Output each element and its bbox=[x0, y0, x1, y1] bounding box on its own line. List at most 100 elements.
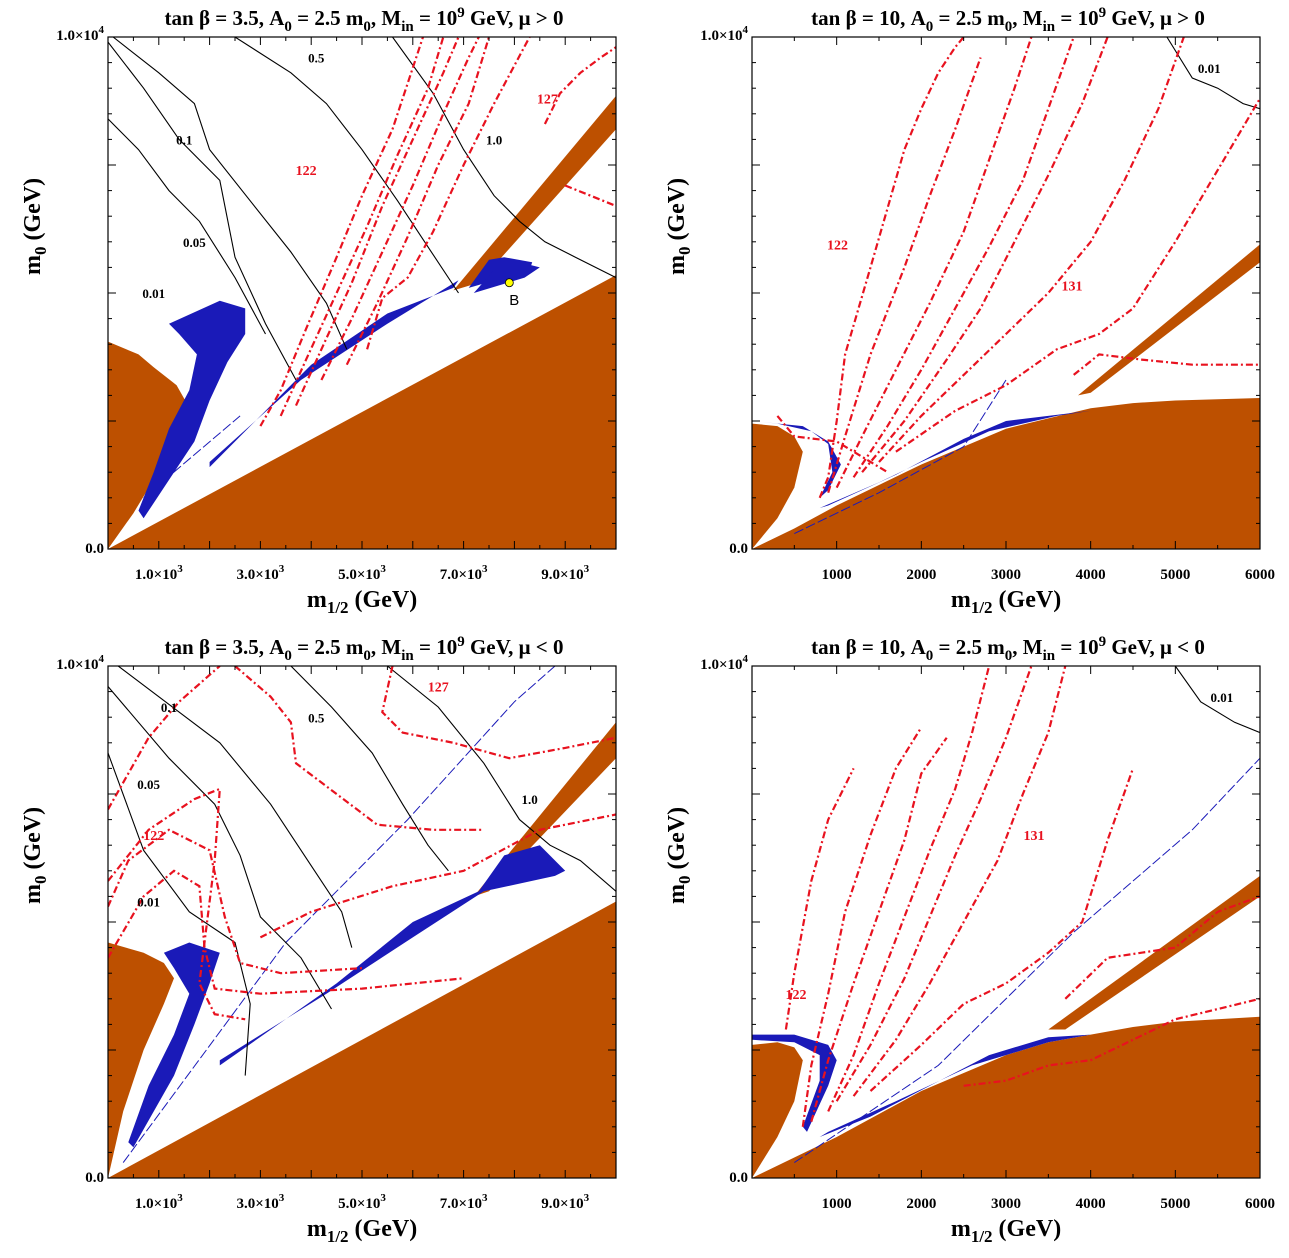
x-tick-mantissa: 3.0×10 bbox=[236, 567, 278, 583]
x-tick-exponent: 3 bbox=[279, 1192, 285, 1204]
tau-contour-5 bbox=[387, 666, 616, 892]
x-tick-mantissa: 5.0×10 bbox=[338, 1196, 380, 1212]
x-tick-label: 4000 bbox=[1076, 567, 1106, 583]
title-m0-text: = 2.5 m bbox=[292, 6, 364, 30]
title-min-value: = 10 bbox=[1055, 6, 1098, 30]
y-axis-label: m0 (GeV) bbox=[20, 178, 50, 275]
higgs-contour-label: 127 bbox=[428, 681, 449, 696]
excluded-region-2 bbox=[108, 942, 174, 1178]
higgs-mass-contour-3 bbox=[294, 37, 460, 407]
benchmark-point bbox=[504, 278, 514, 288]
x-tick-mantissa: 9.0×10 bbox=[541, 1196, 583, 1212]
higgs-mass-contour-4 bbox=[827, 666, 991, 1112]
higgs-mass-contour-1 bbox=[259, 37, 425, 427]
higgs-contour-label: 122 bbox=[786, 988, 807, 1003]
panel-top-left: 1.0×103 3.0×103 5.0×103 7.0×103 9.0×103 0.0 1.… bbox=[0, 0, 644, 629]
title-tanbeta: tan β = 3.5, A bbox=[165, 635, 286, 659]
tau-contour-1 bbox=[108, 752, 251, 1076]
x-tick-label: 1000 bbox=[822, 1196, 852, 1212]
title-min-text: , M bbox=[371, 6, 402, 30]
y-tick-label: 0.0 bbox=[85, 1170, 104, 1186]
y-tick-label: 0.0 bbox=[729, 1170, 748, 1186]
y-axis-base: m bbox=[20, 884, 46, 904]
plot-area bbox=[752, 666, 1260, 1178]
excluded-region-1 bbox=[752, 1016, 1260, 1178]
x-tick-exponent: 3 bbox=[380, 1192, 386, 1204]
y-axis-subscript: 0 bbox=[675, 247, 694, 256]
chart-title: tan β = 10, A0 = 2.5 m0, Min = 109 GeV, … bbox=[811, 5, 1205, 35]
tau-contour-3 bbox=[117, 666, 353, 948]
excluded-region-3 bbox=[1048, 875, 1260, 1030]
x-tick-label: 9.0×103 bbox=[541, 563, 589, 583]
title-a0-subscript: 0 bbox=[284, 648, 292, 664]
x-tick-mantissa: 5.0×10 bbox=[338, 567, 380, 583]
excluded-region-2 bbox=[752, 423, 803, 549]
higgs-mass-contour-5 bbox=[234, 666, 484, 831]
y-tick-label: 1.0×104 bbox=[56, 653, 104, 673]
tau-contour-label: 0.05 bbox=[183, 235, 206, 250]
title-m0-text: = 2.5 m bbox=[933, 635, 1005, 659]
higgs-mass-contour-4 bbox=[320, 37, 480, 381]
tau-contour-label: 0.01 bbox=[137, 895, 160, 910]
y-tick-label: 0.0 bbox=[729, 541, 748, 557]
y-tick-mantissa: 0.0 bbox=[729, 1170, 748, 1186]
x-tick-mantissa: 1000 bbox=[822, 1196, 852, 1212]
title-a0-subscript: 0 bbox=[926, 19, 934, 35]
x-tick-label: 3.0×103 bbox=[236, 563, 284, 583]
higgs-contour-label: 122 bbox=[827, 238, 848, 253]
higgs-mass-contour-4 bbox=[852, 37, 1075, 478]
y-axis-label: m0 (GeV) bbox=[664, 807, 694, 904]
title-tanbeta: tan β = 10, A bbox=[811, 6, 926, 30]
title-m0-subscript: 0 bbox=[363, 19, 371, 35]
x-axis-base: m bbox=[951, 1216, 971, 1242]
higgs-mass-contour-2 bbox=[108, 787, 246, 1021]
x-axis-unit: (GeV) bbox=[993, 1216, 1062, 1242]
y-axis-unit: (GeV) bbox=[664, 178, 690, 247]
title-mu-sign: GeV, μ < 0 bbox=[465, 635, 564, 659]
x-tick-mantissa: 2000 bbox=[906, 567, 936, 583]
title-min-subscript: in bbox=[1043, 648, 1056, 664]
higgs-mass-contour-3 bbox=[835, 37, 1033, 489]
higgs-mass-contour-6 bbox=[381, 666, 616, 760]
x-axis-label: m1/2 (GeV) bbox=[951, 587, 1061, 617]
y-axis-subscript: 0 bbox=[675, 876, 694, 885]
x-axis-unit: (GeV) bbox=[349, 1216, 418, 1242]
excluded-region-3 bbox=[453, 95, 616, 291]
relic-density-band-1 bbox=[138, 300, 246, 519]
y-tick-mantissa: 0.0 bbox=[85, 1170, 104, 1186]
x-tick-label: 3000 bbox=[991, 1196, 1021, 1212]
x-axis-unit: (GeV) bbox=[993, 587, 1062, 613]
tau-contour-2 bbox=[108, 686, 332, 1010]
relic-density-line-1 bbox=[794, 379, 1007, 535]
y-axis-label: m0 (GeV) bbox=[664, 178, 694, 275]
excluded-region-1 bbox=[752, 398, 1260, 549]
tau-contour-label: 0.5 bbox=[308, 51, 325, 66]
chart-title: tan β = 3.5, A0 = 2.5 m0, Min = 109 GeV,… bbox=[165, 634, 564, 664]
title-min-text: , M bbox=[1012, 635, 1043, 659]
y-axis-unit: (GeV) bbox=[664, 807, 690, 876]
higgs-mass-contour-3 bbox=[810, 737, 948, 1122]
x-tick-label: 4000 bbox=[1076, 1196, 1106, 1212]
x-axis-label: m1/2 (GeV) bbox=[951, 1216, 1061, 1246]
x-tick-mantissa: 4000 bbox=[1076, 567, 1106, 583]
title-a0-subscript: 0 bbox=[926, 648, 934, 664]
excluded-region-1 bbox=[108, 901, 616, 1178]
x-axis-label: m1/2 (GeV) bbox=[307, 1216, 417, 1246]
higgs-mass-contour-2 bbox=[279, 37, 445, 417]
plot-area bbox=[108, 37, 616, 549]
higgs-mass-contour-7 bbox=[259, 813, 616, 939]
excluded-region-3 bbox=[1078, 244, 1260, 396]
tau-contour-5 bbox=[392, 37, 616, 279]
tau-contour-label: 0.05 bbox=[137, 777, 160, 792]
title-min-subscript: in bbox=[401, 19, 414, 35]
y-axis-label: m0 (GeV) bbox=[20, 807, 50, 904]
title-m0-subscript: 0 bbox=[363, 648, 371, 664]
higgs-mass-contour-8 bbox=[963, 997, 1260, 1087]
title-min-subscript: in bbox=[401, 648, 414, 664]
x-tick-mantissa: 7.0×10 bbox=[440, 567, 482, 583]
x-tick-label: 5000 bbox=[1160, 567, 1190, 583]
higgs-mass-contour-2 bbox=[827, 57, 982, 494]
x-tick-label: 6000 bbox=[1245, 567, 1275, 583]
plot-area bbox=[752, 37, 1260, 549]
